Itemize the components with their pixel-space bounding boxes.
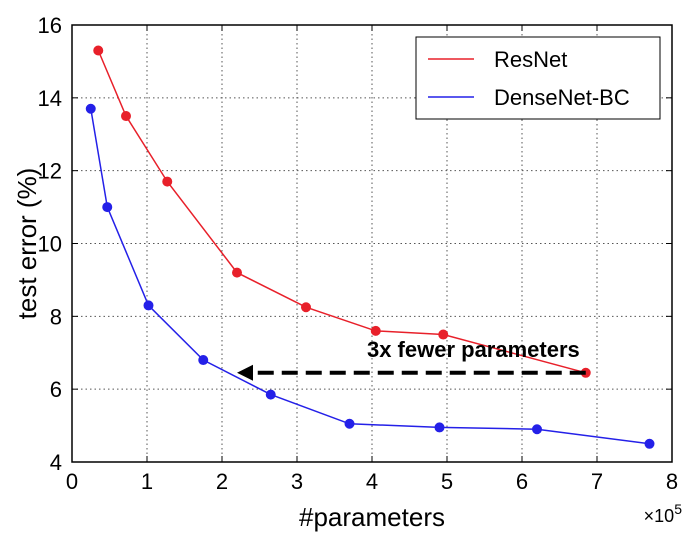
y-tick-label: 12 [38, 159, 62, 184]
y-tick-label: 10 [38, 232, 62, 257]
y-tick-label: 6 [50, 377, 62, 402]
legend-label-densenet-bc: DenseNet-BC [494, 85, 630, 110]
densenet-bc-point [532, 424, 542, 435]
densenet-bc-point [143, 300, 154, 311]
x-tick-label: 8 [666, 469, 678, 494]
resnet-point [438, 329, 449, 340]
annotation-text: 3x fewer parameters [367, 337, 580, 362]
densenet-bc-point [265, 389, 276, 400]
x-axis-scale-exponent: 5 [674, 501, 682, 517]
densenet-bc-point [85, 103, 96, 114]
x-tick-label: 7 [591, 469, 603, 494]
x-tick-label: 2 [216, 469, 228, 494]
x-tick-label: 3 [291, 469, 303, 494]
y-tick-label: 16 [38, 13, 62, 38]
legend-box [415, 36, 661, 120]
x-axis-scale-label: ×105 [644, 501, 683, 526]
y-tick-label: 14 [38, 86, 62, 111]
x-tick-label: 0 [66, 469, 78, 494]
resnet-point [232, 267, 242, 278]
densenet-bc-point [102, 202, 113, 213]
resnet-line [97, 50, 586, 374]
densenet-bc-point [198, 355, 209, 366]
x-axis-label: #parameters [299, 502, 445, 532]
legend: ResNet DenseNet-BC [415, 36, 661, 120]
annotation-layer: 3x fewer parameters [237, 337, 586, 381]
resnet-point [121, 111, 131, 122]
resnet-point [370, 325, 381, 336]
x-tick-label: 1 [141, 469, 153, 494]
x-axis-scale-base: ×10 [644, 506, 675, 526]
x-tick-label: 6 [516, 469, 528, 494]
resnet-point [301, 302, 311, 313]
densenet-bc-line [90, 108, 650, 445]
x-tick-label: 5 [441, 469, 453, 494]
y-axis-label: test error (%) [12, 168, 42, 320]
series-layer [85, 45, 655, 449]
y-tick-label: 4 [50, 450, 62, 475]
densenet-bc-point [644, 438, 655, 449]
resnet-point [93, 45, 104, 56]
y-tick-label: 8 [50, 304, 62, 329]
densenet-bc-point [434, 422, 445, 433]
x-tick-label: 4 [366, 469, 378, 494]
legend-label-resnet: ResNet [494, 47, 567, 72]
annotation-arrow-head [237, 364, 253, 381]
densenet-bc-point [344, 418, 355, 429]
resnet-point [162, 176, 173, 187]
